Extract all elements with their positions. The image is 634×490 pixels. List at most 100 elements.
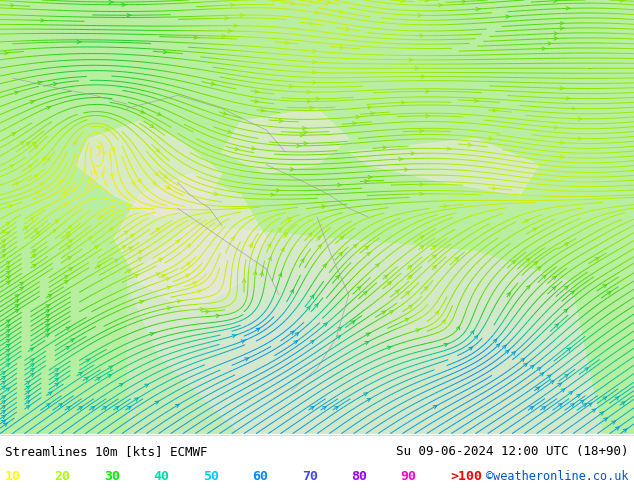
FancyArrowPatch shape: [615, 397, 619, 400]
FancyArrowPatch shape: [366, 252, 370, 256]
FancyArrowPatch shape: [420, 34, 424, 37]
FancyArrowPatch shape: [433, 266, 436, 269]
FancyArrowPatch shape: [525, 220, 529, 223]
FancyArrowPatch shape: [408, 305, 412, 309]
FancyArrowPatch shape: [273, 0, 277, 2]
FancyArrowPatch shape: [103, 151, 106, 155]
FancyArrowPatch shape: [323, 264, 327, 268]
FancyArrowPatch shape: [30, 100, 35, 104]
FancyArrowPatch shape: [55, 373, 58, 377]
FancyArrowPatch shape: [26, 386, 30, 389]
FancyArrowPatch shape: [612, 421, 616, 424]
FancyArrowPatch shape: [368, 106, 372, 109]
FancyArrowPatch shape: [108, 375, 112, 378]
FancyArrowPatch shape: [564, 286, 568, 290]
FancyArrowPatch shape: [46, 334, 49, 337]
FancyArrowPatch shape: [433, 406, 437, 409]
FancyArrowPatch shape: [130, 235, 134, 238]
FancyArrowPatch shape: [432, 246, 436, 249]
FancyArrowPatch shape: [426, 90, 430, 93]
FancyArrowPatch shape: [67, 232, 70, 235]
FancyArrowPatch shape: [566, 97, 571, 100]
FancyArrowPatch shape: [30, 373, 34, 377]
Text: >100: >100: [450, 470, 482, 483]
FancyArrowPatch shape: [346, 27, 350, 31]
FancyArrowPatch shape: [6, 271, 10, 274]
FancyArrowPatch shape: [11, 4, 15, 7]
FancyArrowPatch shape: [335, 275, 339, 279]
FancyArrowPatch shape: [583, 404, 586, 407]
FancyArrowPatch shape: [310, 341, 314, 343]
FancyArrowPatch shape: [560, 141, 564, 144]
FancyArrowPatch shape: [2, 410, 6, 414]
FancyArrowPatch shape: [255, 90, 259, 93]
FancyArrowPatch shape: [30, 368, 34, 372]
FancyArrowPatch shape: [322, 205, 327, 208]
FancyArrowPatch shape: [560, 22, 564, 25]
FancyArrowPatch shape: [307, 100, 311, 103]
FancyArrowPatch shape: [131, 181, 134, 185]
FancyArrowPatch shape: [404, 168, 409, 172]
FancyArrowPatch shape: [47, 106, 51, 109]
FancyArrowPatch shape: [24, 226, 28, 230]
FancyArrowPatch shape: [592, 409, 595, 412]
FancyArrowPatch shape: [554, 37, 559, 40]
Text: 40: 40: [153, 470, 169, 483]
FancyArrowPatch shape: [6, 232, 10, 235]
FancyArrowPatch shape: [30, 348, 34, 351]
FancyArrowPatch shape: [139, 300, 144, 304]
FancyArrowPatch shape: [422, 75, 425, 78]
FancyArrowPatch shape: [435, 311, 439, 315]
FancyArrowPatch shape: [561, 389, 565, 392]
FancyArrowPatch shape: [200, 308, 204, 311]
FancyArrowPatch shape: [387, 282, 391, 285]
FancyArrowPatch shape: [155, 401, 158, 404]
FancyArrowPatch shape: [2, 381, 6, 384]
FancyArrowPatch shape: [156, 228, 160, 231]
FancyArrowPatch shape: [554, 32, 559, 35]
FancyArrowPatch shape: [444, 343, 449, 346]
FancyArrowPatch shape: [36, 191, 39, 194]
FancyArrowPatch shape: [600, 412, 604, 415]
FancyArrowPatch shape: [2, 396, 6, 399]
FancyArrowPatch shape: [276, 189, 280, 192]
Text: 30: 30: [104, 470, 120, 483]
FancyArrowPatch shape: [313, 81, 317, 84]
FancyBboxPatch shape: [127, 243, 330, 442]
FancyArrowPatch shape: [604, 418, 607, 421]
FancyArrowPatch shape: [222, 34, 226, 38]
FancyArrowPatch shape: [26, 391, 30, 394]
FancyArrowPatch shape: [365, 342, 368, 344]
FancyArrowPatch shape: [89, 178, 92, 181]
FancyArrowPatch shape: [542, 275, 546, 279]
FancyArrowPatch shape: [338, 327, 342, 331]
FancyArrowPatch shape: [387, 346, 392, 349]
FancyArrowPatch shape: [442, 320, 445, 323]
FancyArrowPatch shape: [152, 181, 156, 184]
FancyArrowPatch shape: [382, 311, 385, 314]
FancyArrowPatch shape: [94, 245, 98, 249]
FancyArrowPatch shape: [94, 170, 98, 173]
FancyArrowPatch shape: [560, 26, 564, 30]
FancyArrowPatch shape: [38, 81, 42, 84]
FancyArrowPatch shape: [176, 404, 179, 407]
FancyArrowPatch shape: [409, 58, 413, 61]
FancyArrowPatch shape: [565, 243, 568, 246]
Polygon shape: [76, 122, 222, 217]
FancyArrowPatch shape: [526, 286, 530, 289]
FancyArrowPatch shape: [122, 3, 126, 6]
FancyArrowPatch shape: [127, 406, 131, 410]
FancyArrowPatch shape: [231, 3, 235, 7]
FancyArrowPatch shape: [411, 152, 415, 155]
FancyArrowPatch shape: [53, 82, 58, 86]
FancyArrowPatch shape: [340, 236, 344, 240]
FancyArrowPatch shape: [462, 0, 467, 3]
FancyArrowPatch shape: [187, 244, 190, 248]
FancyArrowPatch shape: [67, 245, 71, 249]
Polygon shape: [127, 225, 602, 434]
FancyArrowPatch shape: [234, 24, 238, 27]
Text: 70: 70: [302, 470, 318, 483]
FancyArrowPatch shape: [533, 228, 536, 231]
FancyArrowPatch shape: [425, 114, 430, 118]
FancyArrowPatch shape: [323, 323, 327, 326]
